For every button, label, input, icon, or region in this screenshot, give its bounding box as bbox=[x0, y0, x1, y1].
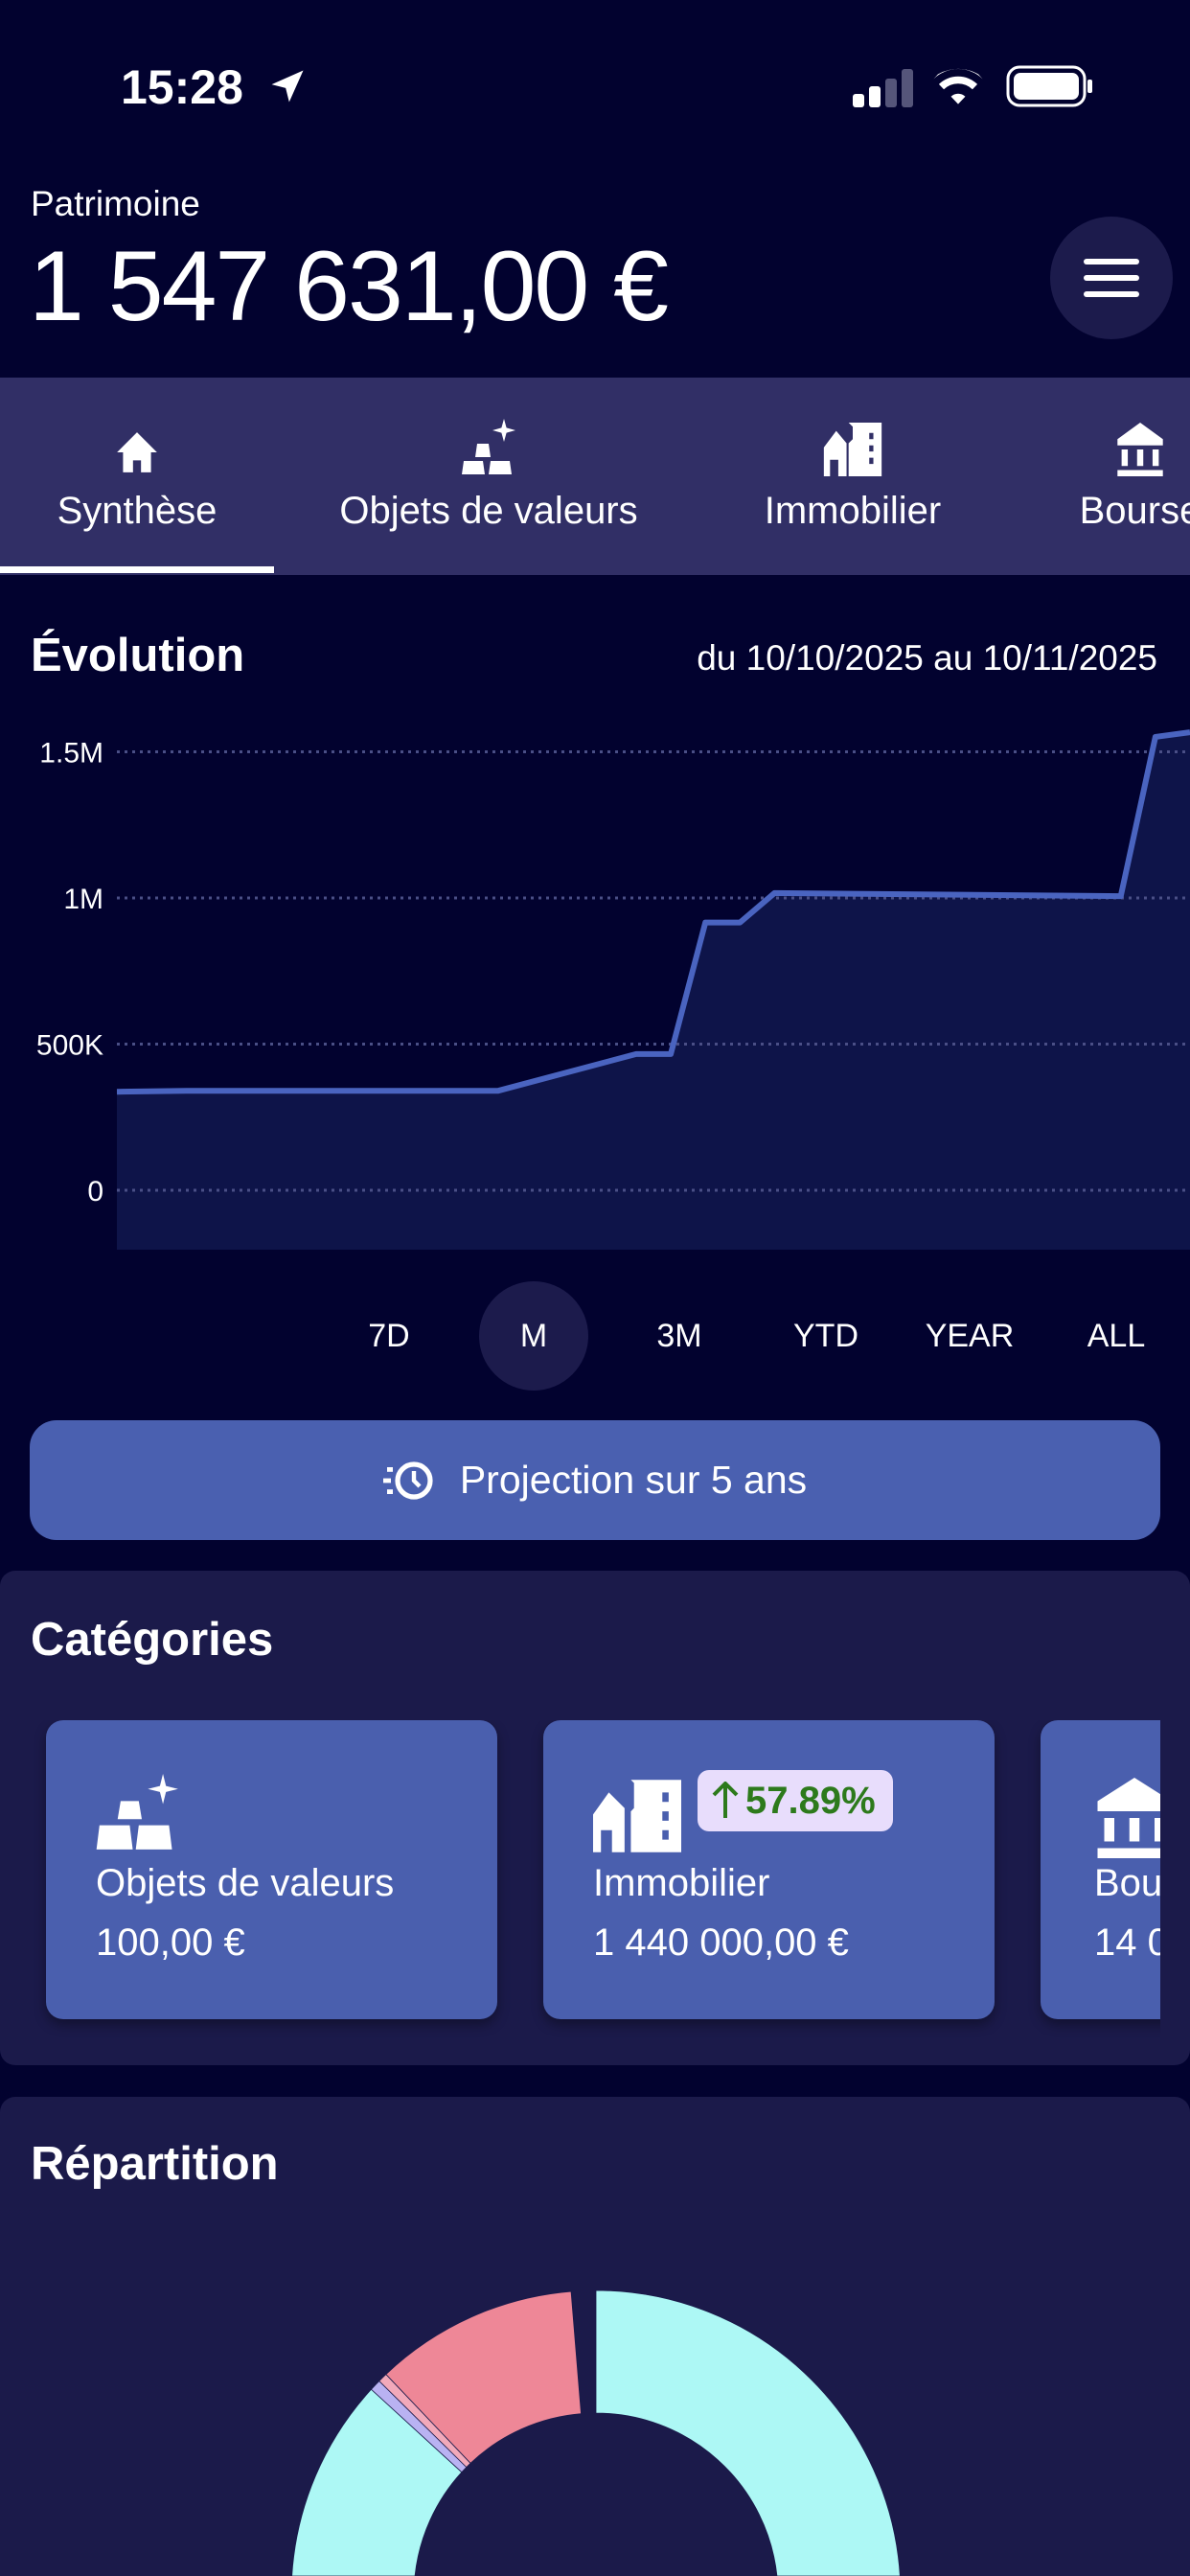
home-icon bbox=[117, 431, 157, 472]
menu-button[interactable] bbox=[1050, 217, 1173, 339]
category-value: 100,00 € bbox=[96, 1921, 245, 1964]
cellular-signal-icon bbox=[853, 69, 913, 107]
category-card-immobilier[interactable]: 57.89% Immobilier 1 440 000,00 € bbox=[543, 1720, 995, 2019]
category-label: Immobilier bbox=[593, 1862, 770, 1904]
tab-bar: Synthèse Objets de valeurs Immobilier Bo… bbox=[0, 378, 1190, 575]
bank-icon bbox=[1097, 1778, 1160, 1858]
category-card-objets-de-valeurs[interactable]: Objets de valeurs 100,00 € bbox=[46, 1720, 497, 2019]
repartition-donut-chart bbox=[291, 2289, 901, 2576]
trend-value: 57.89% bbox=[745, 1779, 876, 1822]
tab-bourse[interactable]: Bourse bbox=[1044, 378, 1190, 575]
categories-title: Catégories bbox=[31, 1614, 274, 1666]
tab-immobilier[interactable]: Immobilier bbox=[728, 378, 977, 575]
evolution-date-range: du 10/10/2025 au 10/11/2025 bbox=[697, 638, 1157, 678]
tab-label: Immobilier bbox=[764, 489, 942, 532]
evolution-title: Évolution bbox=[31, 630, 245, 681]
period-ytd[interactable]: YTD bbox=[793, 1317, 858, 1354]
patrimoine-total: 1 547 631,00 € bbox=[29, 231, 669, 342]
tab-objets-de-valeurs[interactable]: Objets de valeurs bbox=[297, 378, 680, 575]
repartition-panel: Répartition bbox=[0, 2097, 1190, 2576]
tab-label: Synthèse bbox=[57, 489, 217, 532]
y-tick-label: 0 bbox=[87, 1176, 103, 1208]
category-value: 14 0 bbox=[1094, 1921, 1160, 1964]
gold-bars-icon bbox=[462, 418, 515, 474]
arrow-up-icon bbox=[712, 1782, 739, 1818]
gold-bars-icon bbox=[96, 1774, 178, 1850]
battery-icon bbox=[1006, 65, 1092, 107]
tab-synthese[interactable]: Synthèse bbox=[0, 378, 274, 575]
tab-label: Objets de valeurs bbox=[339, 489, 638, 532]
tab-label: Bourse bbox=[1079, 489, 1190, 532]
category-label: Bourse bbox=[1094, 1862, 1160, 1904]
buildings-icon bbox=[593, 1780, 681, 1852]
bank-icon bbox=[1117, 422, 1163, 476]
projection-label: Projection sur 5 ans bbox=[459, 1458, 808, 1502]
buildings-icon bbox=[823, 422, 882, 476]
evolution-chart: 0 500K 1M 1.5M bbox=[36, 729, 1190, 1250]
hamburger-icon bbox=[1084, 259, 1139, 297]
period-3m[interactable]: 3M bbox=[656, 1317, 702, 1354]
categories-panel: Catégories Objets de valeurs 100,00 € 57… bbox=[0, 1571, 1190, 2065]
patrimoine-label: Patrimoine bbox=[31, 184, 200, 223]
area-fill bbox=[117, 732, 1190, 1250]
y-tick-label: 500K bbox=[36, 1030, 103, 1062]
location-arrow-icon bbox=[271, 70, 304, 103]
category-label: Objets de valeurs bbox=[96, 1862, 395, 1904]
repartition-title: Répartition bbox=[31, 2138, 279, 2190]
category-card-bourse[interactable]: Bourse 14 0 bbox=[1041, 1720, 1160, 2019]
category-value: 1 440 000,00 € bbox=[593, 1921, 849, 1964]
period-all[interactable]: ALL bbox=[1087, 1317, 1146, 1354]
period-7d[interactable]: 7D bbox=[368, 1317, 410, 1354]
clock-fast-icon bbox=[382, 1460, 433, 1500]
y-tick-label: 1M bbox=[63, 884, 103, 915]
projection-button[interactable]: Projection sur 5 ans bbox=[30, 1420, 1160, 1540]
donut-slice[interactable] bbox=[595, 2289, 901, 2576]
trend-badge: 57.89% bbox=[698, 1770, 893, 1831]
y-tick-label: 1.5M bbox=[39, 738, 103, 770]
period-year[interactable]: YEAR bbox=[925, 1317, 1015, 1354]
donut-slice[interactable] bbox=[385, 2290, 582, 2464]
active-tab-indicator bbox=[0, 566, 274, 573]
categories-carousel[interactable]: Objets de valeurs 100,00 € 57.89% Immobi… bbox=[0, 1720, 1160, 2046]
status-time: 15:28 bbox=[121, 60, 243, 114]
wifi-icon bbox=[933, 68, 983, 104]
period-m[interactable]: M bbox=[479, 1281, 588, 1391]
